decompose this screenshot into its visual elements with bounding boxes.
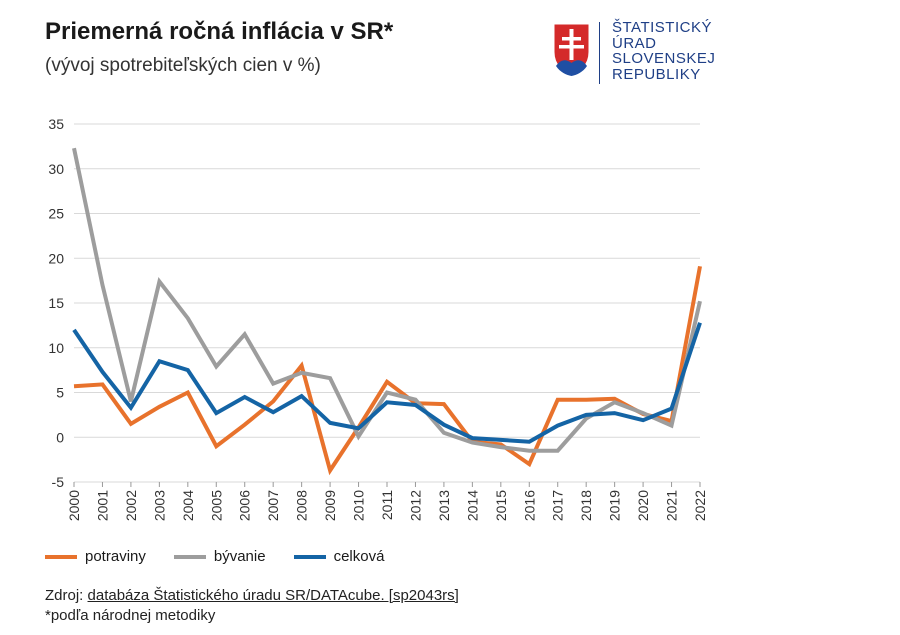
logo-text: ŠTATISTICKÝ ÚRAD SLOVENSKEJ REPUBLIKY [612,20,715,82]
x-tick-label: 2005 [208,490,224,521]
y-tick-label: 0 [56,429,64,445]
legend-swatch-byvanie [173,554,206,559]
y-tick-label: 5 [56,385,64,401]
y-tick-label: 20 [48,250,64,266]
series-line-potraviny [73,265,702,476]
logo-line-4: REPUBLIKY [612,65,701,83]
x-tick-label: 2019 [607,490,623,521]
y-tick-label: 35 [48,116,64,132]
y-tick-label: 15 [48,295,64,311]
series-line-bývanie [72,147,702,453]
legend-item-byvanie: bývanie [173,548,266,565]
logo-divider [599,22,600,84]
x-tick-label: 2000 [66,490,82,521]
x-tick-label: 2004 [180,490,196,521]
chart-subtitle: (vývoj spotrebiteľských cien v %) [45,55,321,76]
x-tick-label: 2010 [351,490,367,521]
source-line: Zdroj: databáza Štatistického úradu SR/D… [45,586,459,606]
legend-label-celkova: celková [333,548,385,565]
legend: potraviny bývanie celková [45,548,384,565]
chart-title: Priemerná ročná inflácia v SR* [45,18,394,45]
y-tick-label: 10 [48,340,64,356]
legend-swatch-potraviny [45,554,77,559]
x-tick-label: 2022 [692,490,708,521]
x-tick-label: 2001 [94,490,110,521]
x-tick-label: 2008 [294,490,310,521]
x-tick-label: 2013 [436,490,452,521]
logo-line-2: ÚRAD [612,34,657,52]
legend-item-celkova: celková [293,548,385,565]
source-link[interactable]: databáza Štatistického úradu SR/DATAcube… [87,587,459,604]
x-tick-label: 2014 [464,490,480,521]
x-tick-label: 2011 [379,490,395,520]
x-tick-label: 2002 [123,490,139,521]
y-tick-label: -5 [52,474,65,490]
x-tick-label: 2015 [493,490,509,521]
series-line-celková [72,322,702,444]
x-tick-label: 2012 [407,490,423,521]
legend-swatch-celkova [293,554,326,559]
source-prefix: Zdroj: [45,587,88,604]
x-tick-label: 2020 [635,490,651,521]
legend-label-potraviny: potraviny [85,548,146,565]
x-tick-label: 2017 [550,490,566,521]
x-tick-label: 2003 [151,490,167,521]
x-tick-label: 2016 [521,490,537,521]
y-tick-label: 25 [48,206,64,222]
y-tick-label: 30 [48,161,64,177]
legend-label-byvanie: bývanie [213,548,266,565]
x-tick-label: 2007 [265,490,281,521]
methodology-note: *podľa národnej metodiky [45,607,216,624]
x-tick-label: 2021 [664,490,680,521]
x-tick-label: 2009 [322,490,338,521]
slovak-coat-of-arms-icon [553,23,590,77]
x-tick-label: 2018 [578,490,594,521]
x-tick-label: 2006 [237,490,253,521]
legend-item-potraviny: potraviny [45,548,146,565]
source-note: Zdroj: databáza Štatistického úradu SR/D… [45,586,459,626]
logo-line-3: SLOVENSKEJ [612,50,716,67]
logo-line-1: ŠTATISTICKÝ [612,19,712,36]
